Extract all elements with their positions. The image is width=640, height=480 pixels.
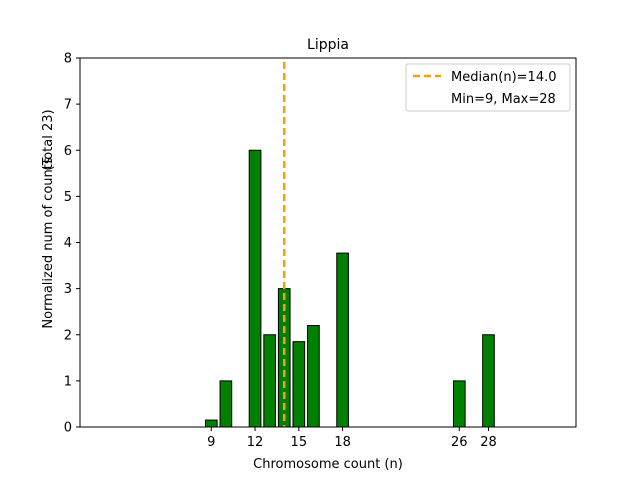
y-tick-label: 0 [64, 421, 72, 436]
x-ticks: 9 12 15 18 26 28 [207, 427, 497, 450]
y-ticks: 0 1 2 3 4 5 6 7 8 [64, 52, 80, 436]
y-tick-label: 8 [64, 52, 72, 67]
bar-16 [307, 325, 320, 428]
bar-18 [336, 252, 349, 428]
y-tick-label: 2 [64, 328, 72, 343]
x-tick-label: 18 [334, 435, 351, 450]
x-tick-label: 12 [247, 435, 264, 450]
bar-13 [263, 334, 276, 428]
legend-frame [405, 63, 571, 112]
x-tick-label: 28 [480, 435, 497, 450]
plot-frame [79, 57, 577, 428]
chart-title: Lippia [307, 37, 349, 53]
y-tick-label: 3 [64, 282, 72, 297]
x-tick-label: 26 [451, 435, 468, 450]
legend: Median(n)=14.0 Min=9, Max=28 [405, 63, 571, 112]
bar-26 [452, 380, 466, 428]
bar-10 [219, 380, 233, 428]
y-tick-label: 5 [64, 190, 72, 205]
y-tick-label: 7 [64, 98, 72, 113]
y-tick-label: 6 [64, 144, 72, 159]
y-axis-label-total: (Total 23) [41, 109, 56, 170]
x-tick-label: 15 [291, 435, 308, 450]
bar-15 [292, 341, 306, 428]
legend-minmax-label: Min=9, Max=28 [451, 92, 556, 107]
bar-28 [482, 334, 495, 428]
x-axis-label: Chromosome count (n) [253, 457, 403, 472]
y-tick-label: 1 [64, 374, 72, 389]
y-tick-label: 4 [64, 236, 72, 251]
x-tick-label: 9 [207, 435, 215, 450]
y-axis-label: Normalized num of counts [41, 157, 56, 328]
bars [204, 149, 495, 428]
legend-median-label: Median(n)=14.0 [451, 70, 557, 85]
bar-9 [204, 419, 218, 428]
bar-12 [248, 149, 262, 428]
